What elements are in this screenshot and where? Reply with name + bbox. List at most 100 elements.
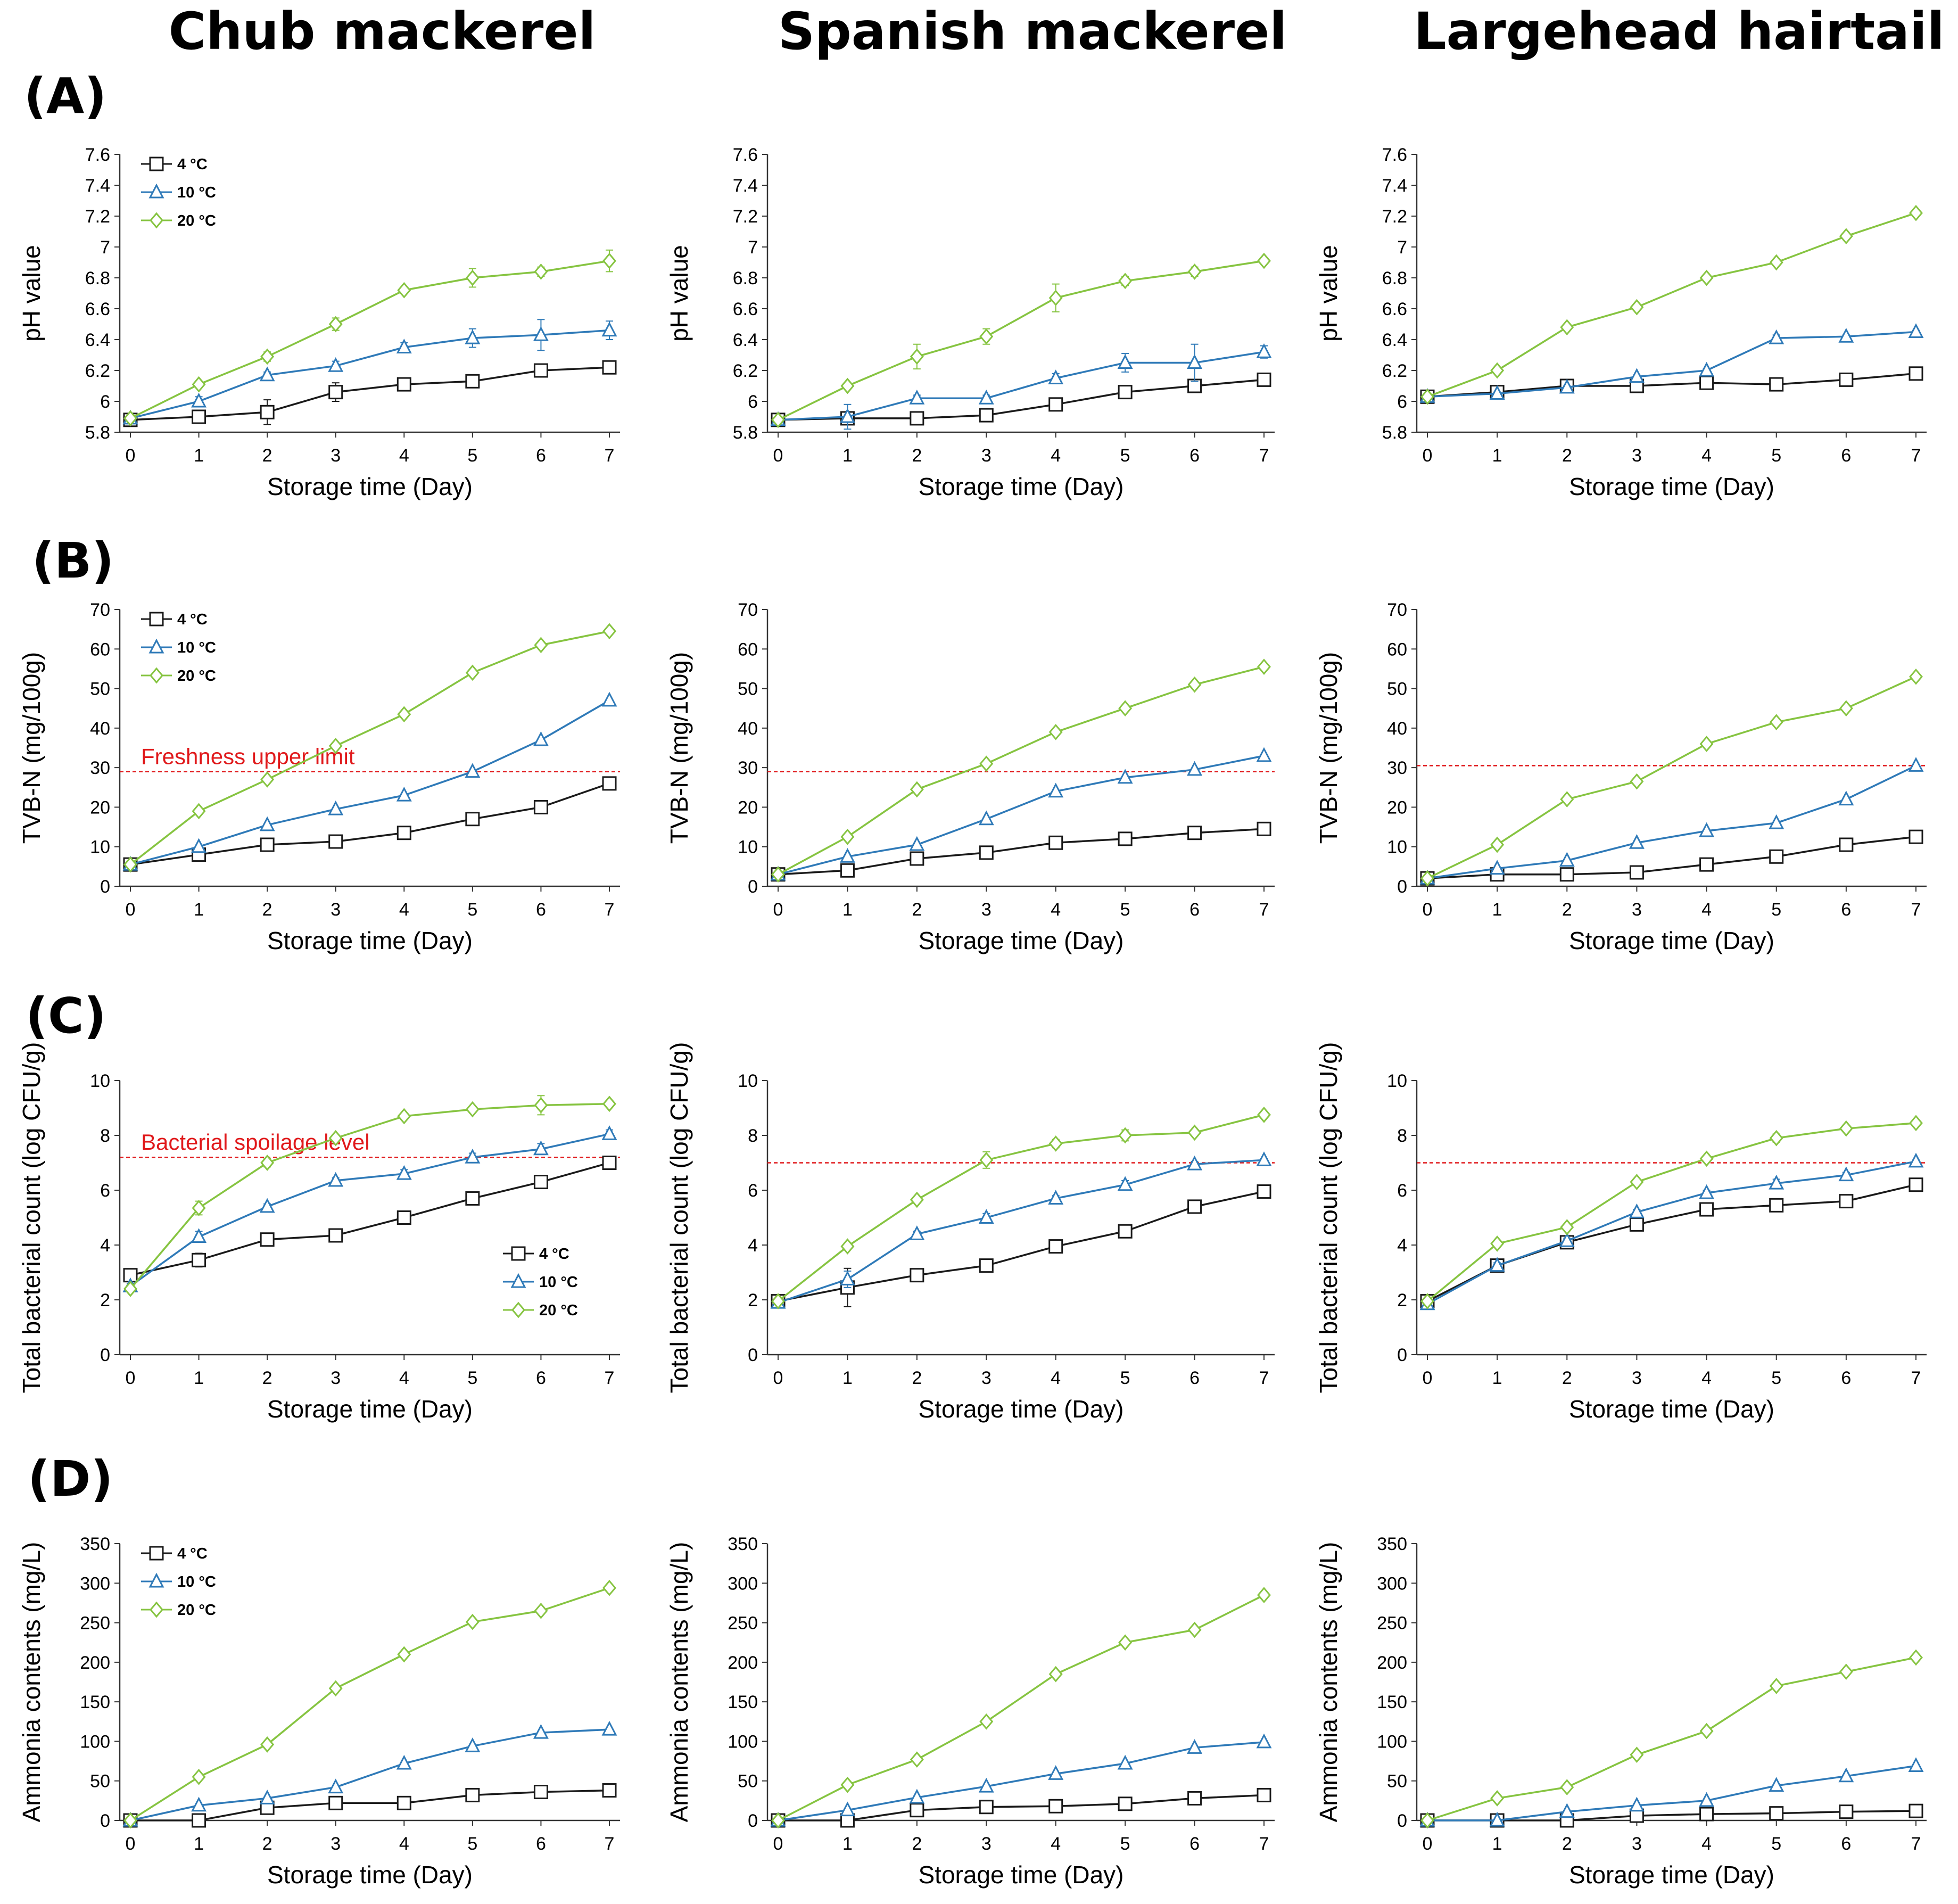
x-tick-label: 7 [1259,1834,1269,1854]
series-4c [123,776,617,872]
marker-20c-7 [1257,1587,1271,1603]
marker-20c-6 [1839,1663,1853,1680]
marker-10c-6 [1187,761,1203,776]
marker-4c-4 [1048,835,1063,850]
marker-20c-7 [602,1095,616,1112]
marker-4c-4 [1699,375,1714,390]
series-10c [1419,757,1924,885]
x-tick-label: 3 [331,446,341,466]
marker-20c-1 [192,376,206,393]
marker-4c-2 [910,411,924,426]
marker-4c-3 [1629,865,1644,880]
marker-20c-4 [1699,1150,1714,1167]
y-tick-label: 40 [1387,719,1407,739]
marker-20c-1 [1490,1235,1505,1252]
x-tick-label: 2 [912,1834,922,1854]
x-tick-label: 3 [981,446,992,466]
marker-20c-0 [123,1281,137,1297]
series-line [1427,764,1916,879]
marker-10c-7 [1256,747,1272,762]
marker-10c-5 [1769,814,1784,829]
marker-20c-0 [1420,870,1434,887]
series-line [130,782,610,866]
x-tick-label: 6 [536,1834,546,1854]
y-tick-label: 300 [728,1573,758,1594]
marker-20c-3 [328,1680,343,1697]
marker-20c-7 [1909,204,1923,221]
marker-20c-2 [910,781,924,798]
x-tick-label: 3 [981,1834,992,1854]
marker-10c-3 [328,357,344,372]
legend-label: 4 °C [539,1246,569,1263]
y-tick-label: 8 [1397,1126,1407,1146]
x-tick-label: 6 [1189,1368,1200,1388]
marker-20c-5 [465,664,480,681]
marker-10c-7 [1908,1757,1924,1772]
x-tick-label: 7 [605,1368,615,1388]
y-tick-label: 0 [1397,877,1407,897]
series-20c [771,252,1271,428]
marker-10c-2 [1559,1803,1575,1818]
marker-10c-3 [328,800,344,815]
marker-20c-3 [328,737,343,754]
y-tick-label: 6.4 [85,330,110,350]
x-tick-label: 5 [467,900,477,920]
marker-10c-1 [1489,1811,1505,1827]
marker-4c-7 [602,1783,617,1798]
series-line [778,1741,1265,1821]
marker-20c-0 [771,1293,785,1309]
marker-10c-3 [978,810,994,826]
y-tick-label: 60 [90,639,110,660]
marker-4c-3 [979,1800,994,1815]
series-line [1427,1160,1916,1305]
y-tick-label: 150 [728,1692,758,1712]
x-tick-label: 1 [194,446,204,466]
marker-10c-1 [1489,1257,1505,1272]
legend-label: 20 °C [177,667,216,685]
chart-A-chub: 5.8 6 6.2 6.4 6.6 6.8 7 7.2 7.4 7.6 0 1 2 3 4 5 6 7 Storag… [18,145,620,500]
x-tick-label: 2 [262,446,272,466]
series-line [1427,1765,1916,1821]
marker-10c-2 [1559,852,1575,867]
marker-20c-legend [150,212,163,229]
y-tick-label: 250 [728,1613,758,1634]
marker-10c-2 [259,366,275,382]
marker-20c-3 [328,316,343,333]
x-axis-title: Storage time (Day) [918,1395,1123,1423]
y-tick-label: 350 [80,1534,110,1554]
y-axis-title: pH value [18,245,45,342]
x-tick-label: 1 [194,900,204,920]
series-line [1426,1122,1916,1302]
marker-20c-6 [1839,700,1853,717]
chart-A-hairtail: 5.8 6 6.2 6.4 6.6 6.8 7 7.2 7.4 7.6 0 1 2 3 4 5 6 7 Storag… [1315,145,1927,500]
marker-10c-6 [1838,327,1854,343]
marker-20c-5 [1769,1130,1783,1147]
x-tick-label: 0 [1423,900,1433,920]
x-tick-label: 5 [467,1368,477,1388]
x-tick-label: 4 [399,446,409,466]
y-tick-label: 0 [100,1811,110,1831]
marker-10c-5 [1117,1176,1133,1191]
marker-20c-1 [840,1776,855,1793]
y-tick-label: 200 [80,1653,110,1673]
marker-4c-4 [396,377,411,392]
x-tick-label: 1 [1492,446,1502,466]
series-20c [1420,668,1923,887]
marker-10c-7 [601,322,617,337]
marker-4c-6 [533,1785,548,1800]
marker-20c-0 [1420,1293,1434,1309]
x-tick-label: 7 [1911,446,1921,466]
y-tick-label: 200 [1377,1653,1407,1673]
marker-20c-2 [1560,319,1574,336]
x-tick-label: 7 [1259,1368,1269,1388]
series-20c [771,1107,1271,1309]
y-tick-label: 100 [80,1732,110,1752]
marker-10c-6 [533,1140,549,1156]
chart-D-hairtail: 0 50 100 150 200 250 300 350 0 1 2 3 4 5 6 7 Storage tim… [1315,1534,1927,1889]
series-line [130,260,610,419]
x-tick-label: 1 [1492,1834,1502,1854]
series-20c [123,623,616,873]
marker-10c-6 [533,731,549,746]
y-axis-title: Ammonia contents (mg/L) [18,1542,45,1823]
marker-10c-1 [839,1271,855,1285]
